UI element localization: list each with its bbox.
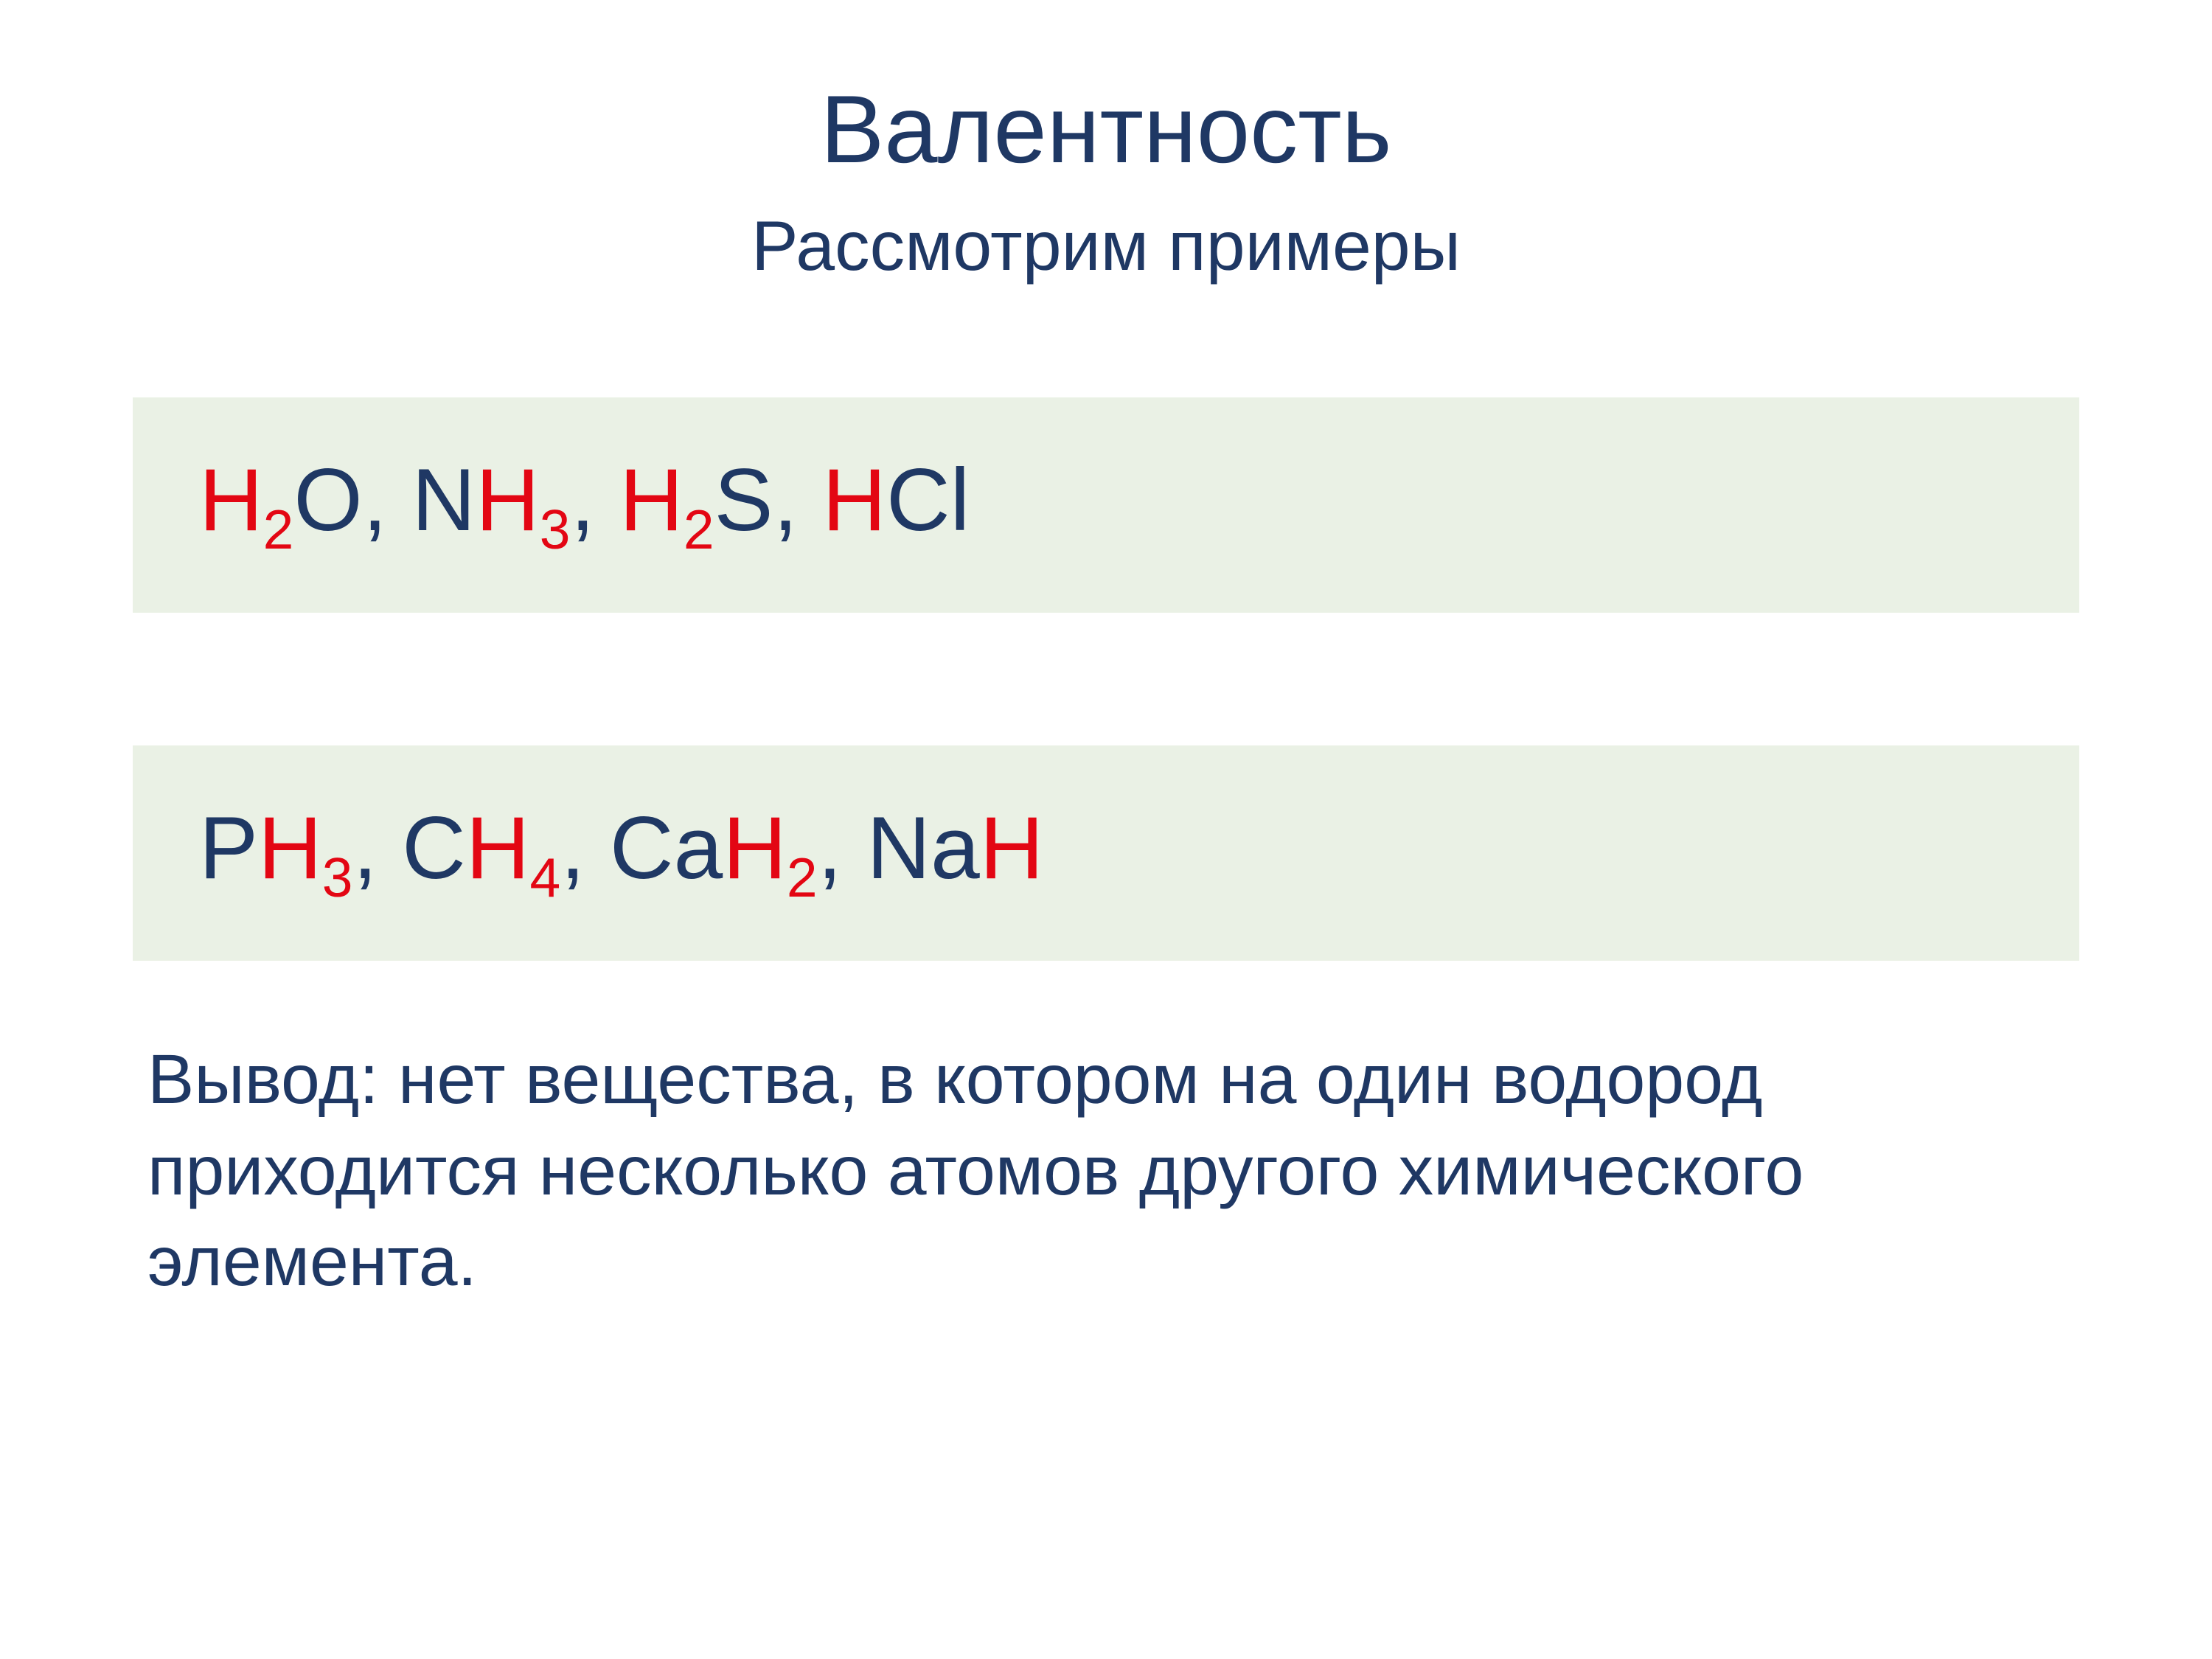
formula-box-2: PH3, CH4, CaH2, NaH: [133, 745, 2079, 961]
formula-part: H: [466, 799, 530, 897]
formula-part: 2: [684, 498, 714, 560]
formula-part: H: [199, 451, 263, 549]
conclusion-text: Вывод: нет вещества, в котором на один в…: [133, 1034, 2079, 1308]
slide-title: Валентность: [133, 74, 2079, 184]
formula-part: H: [476, 451, 540, 549]
formula-part: 4: [529, 846, 560, 908]
formula-part: H: [723, 799, 787, 897]
formula-box-1: H2O, NH3, H2S, HCl: [133, 397, 2079, 613]
formula-part: 3: [322, 846, 353, 908]
formula-part: ,: [570, 451, 619, 549]
formula-part: 3: [540, 498, 571, 560]
formula-part: 2: [263, 498, 294, 560]
formula-row-1: H2O, NH3, H2S, HCl: [199, 449, 2013, 561]
formula-part: , Na: [818, 799, 980, 897]
formula-part: H: [822, 451, 886, 549]
formula-part: H: [619, 451, 684, 549]
formula-part: P: [199, 799, 258, 897]
formula-part: S,: [714, 451, 823, 549]
formula-part: 2: [787, 846, 818, 908]
slide-subtitle: Рассмотрим примеры: [133, 206, 2079, 287]
formula-part: , C: [352, 799, 465, 897]
formula-part: H: [258, 799, 322, 897]
formula-part: H: [980, 799, 1044, 897]
formula-row-2: PH3, CH4, CaH2, NaH: [199, 797, 2013, 909]
formula-part: , Ca: [560, 799, 723, 897]
formula-part: Cl: [886, 451, 970, 549]
formula-part: O, N: [293, 451, 476, 549]
